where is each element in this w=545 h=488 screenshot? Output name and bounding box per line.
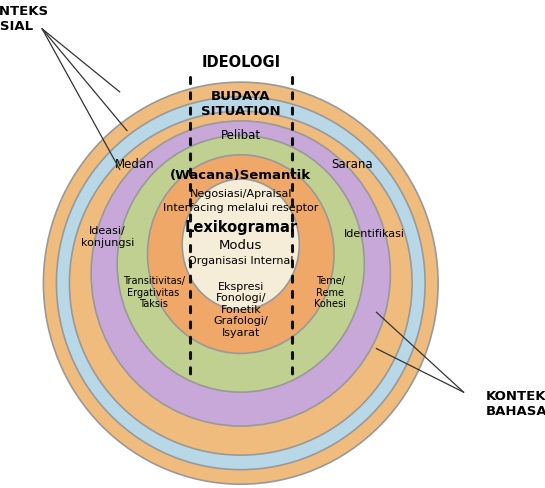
Text: Ekspresi
Fonologi/
Fonetik
Grafologi/
Isyarat: Ekspresi Fonologi/ Fonetik Grafologi/ Is…	[214, 282, 268, 338]
Text: (Wacana)Semantik: (Wacana)Semantik	[170, 169, 311, 182]
Text: Modus: Modus	[219, 239, 263, 252]
Ellipse shape	[44, 82, 438, 484]
Text: Lexikogramar: Lexikogramar	[184, 220, 298, 235]
Ellipse shape	[182, 179, 299, 310]
Text: IDEOLOGI: IDEOLOGI	[201, 55, 280, 70]
Text: Organisasi Internal: Organisasi Internal	[188, 256, 294, 266]
Ellipse shape	[148, 155, 334, 353]
Ellipse shape	[91, 121, 390, 426]
Ellipse shape	[117, 136, 365, 392]
Text: Identifikasi: Identifikasi	[343, 229, 404, 239]
Text: Interfacing melalui reseptor: Interfacing melalui reseptor	[163, 203, 318, 213]
Text: Pelibat: Pelibat	[221, 129, 261, 142]
Text: Medan: Medan	[114, 158, 154, 171]
Text: KONTEKS
SOSIAL: KONTEKS SOSIAL	[0, 5, 49, 33]
Ellipse shape	[57, 97, 425, 469]
Text: KONTEKS
BAHASA: KONTEKS BAHASA	[486, 390, 545, 418]
Text: BUDAYA
SITUATION: BUDAYA SITUATION	[201, 90, 281, 118]
Ellipse shape	[69, 111, 412, 455]
Text: Negosiasi/Apraisal: Negosiasi/Apraisal	[190, 188, 292, 199]
Text: Sarana: Sarana	[331, 158, 373, 171]
Text: Ideasi/
konjungsi: Ideasi/ konjungsi	[81, 226, 134, 248]
Text: Transitivitas/
Ergativitas
Taksis: Transitivitas/ Ergativitas Taksis	[123, 276, 185, 309]
Text: Teme/
Reme
Kohesi: Teme/ Reme Kohesi	[314, 276, 346, 309]
